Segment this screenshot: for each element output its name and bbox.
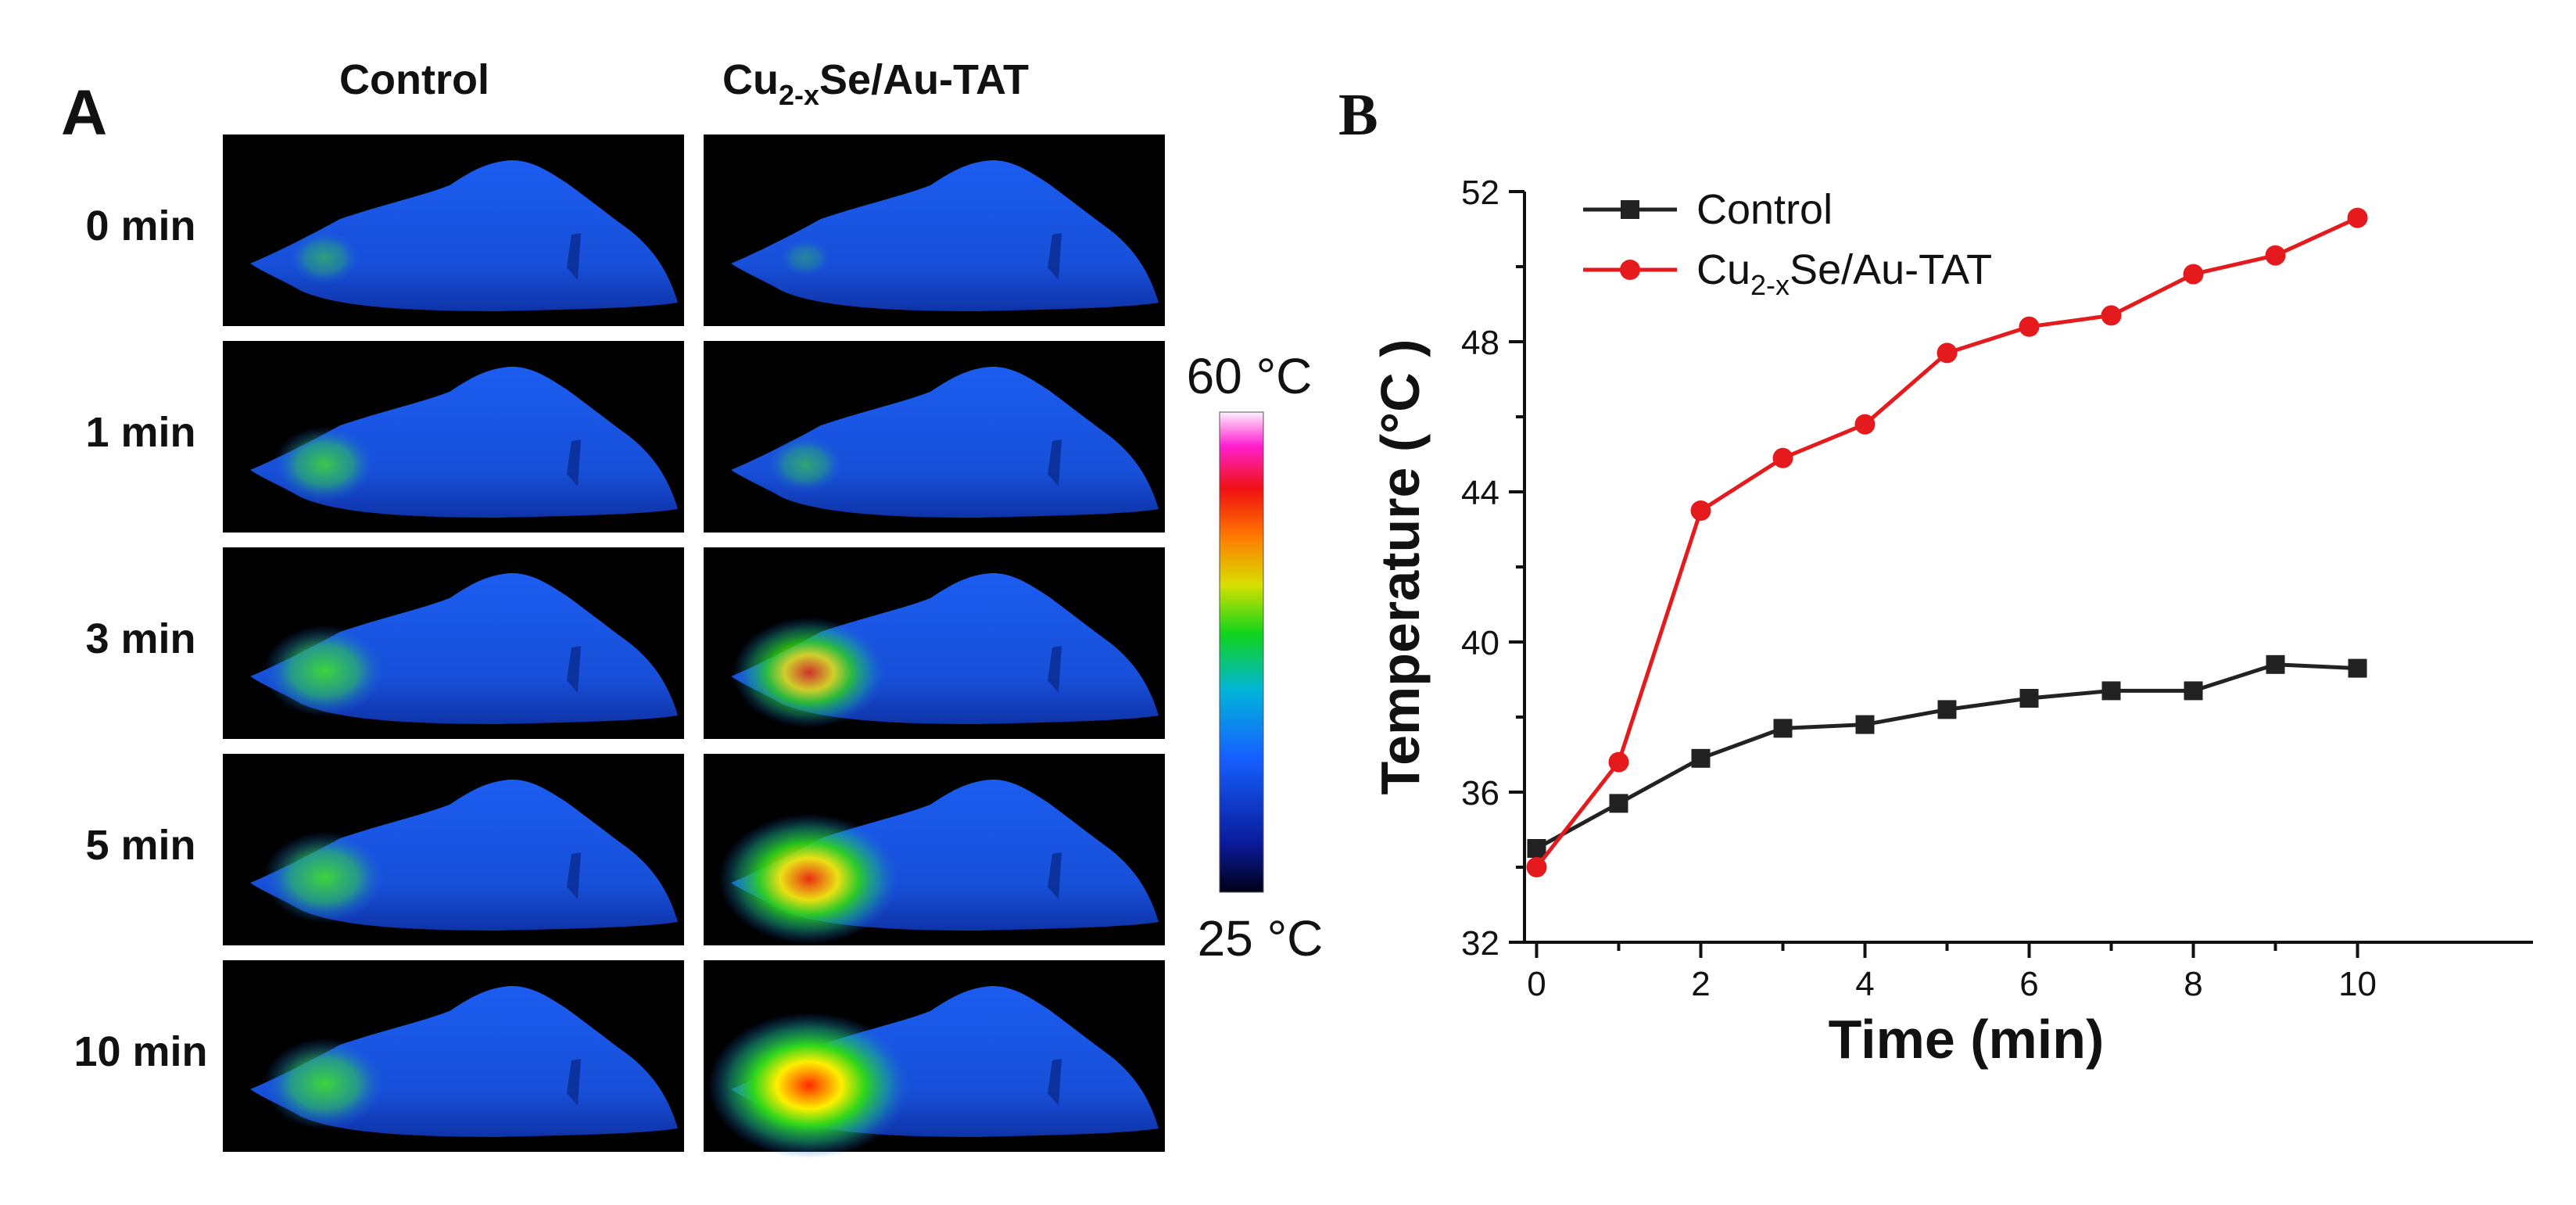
- data-point: [1609, 794, 1628, 813]
- data-point: [2265, 245, 2286, 266]
- x-tick-label: 2: [1691, 965, 1710, 1003]
- colorbar-max-label: 60 °C: [1187, 348, 1313, 404]
- hot-spot: [718, 813, 900, 945]
- x-tick-label: 4: [1855, 965, 1874, 1003]
- data-point: [1854, 414, 1876, 435]
- mouse-silhouette: [250, 160, 678, 311]
- y-tick-label: 44: [1461, 474, 1499, 512]
- legend-label: Cu2-xSe/Au-TAT: [1696, 246, 1992, 301]
- y-tick-label: 52: [1461, 174, 1499, 212]
- y-tick-label: 36: [1461, 774, 1499, 812]
- legend-label: Control: [1696, 186, 1833, 233]
- data-point: [2101, 305, 2122, 326]
- thermal-image: [704, 754, 1165, 945]
- mouse-silhouette: [731, 366, 1159, 518]
- column-header-control: Control: [339, 56, 489, 103]
- x-axis-label: Time (min): [1829, 1009, 2105, 1070]
- row-label: 10 min: [73, 1028, 207, 1075]
- temperature-chart: 0 2 4 6 8 10 32 36 40 44 48 52 Time (min) Temperature…: [1370, 174, 2533, 1070]
- row-label: 0 min: [85, 203, 195, 249]
- y-tick-label: 48: [1461, 324, 1499, 362]
- panel-b-label: B: [1338, 82, 1378, 148]
- mouse-ear-shadow: [567, 646, 581, 693]
- mouse-ear-shadow: [567, 852, 581, 899]
- mouse-silhouette: [731, 160, 1159, 311]
- mouse-ear-shadow: [567, 439, 581, 486]
- warm-spot: [779, 238, 832, 278]
- column-header-treated: Cu2-xSe/Au-TAT: [722, 56, 1029, 111]
- data-point: [1937, 700, 1957, 719]
- hot-spot: [708, 1012, 911, 1159]
- thermal-image: [704, 341, 1165, 533]
- row-label: 1 min: [85, 409, 195, 456]
- data-point: [2347, 207, 2368, 228]
- y-axis-label: Temperature (°C ): [1370, 339, 1431, 795]
- warm-spot: [263, 625, 385, 717]
- warm-spot: [263, 831, 385, 923]
- mouse-ear-shadow: [567, 233, 581, 280]
- colorbar-min-label: 25 °C: [1198, 910, 1324, 967]
- data-point: [2184, 681, 2203, 701]
- data-point: [1608, 751, 1629, 773]
- x-tick-label: 8: [2184, 965, 2202, 1003]
- mouse-ear-shadow: [1048, 852, 1062, 899]
- warm-spot: [288, 231, 360, 285]
- column-header-treated-tail: Se/Au-TAT: [819, 56, 1029, 103]
- warm-spot: [273, 426, 376, 503]
- data-point: [1691, 748, 1711, 768]
- data-point: [1773, 719, 1793, 738]
- row-labels: 0 min 1 min 3 min 5 min 10 min: [73, 203, 207, 1075]
- legend-marker: [1620, 260, 1640, 280]
- x-tick-label: 0: [1527, 965, 1546, 1003]
- series-line-control: [1535, 662, 2358, 851]
- data-point: [2019, 689, 2039, 708]
- data-point: [2183, 264, 2204, 285]
- thermal-image-grid: [223, 134, 1165, 1159]
- row-label: 3 min: [85, 615, 195, 662]
- x-tick-label: 10: [2338, 965, 2377, 1003]
- data-point: [1690, 500, 1711, 521]
- mouse-ear-shadow: [1048, 1059, 1062, 1106]
- data-point: [2348, 658, 2367, 678]
- data-point: [1936, 342, 1958, 364]
- thermal-image: [223, 134, 684, 326]
- series-line-treated: [1535, 216, 2359, 869]
- thermal-image: [704, 547, 1165, 739]
- panel-a-label: A: [61, 77, 107, 149]
- data-point: [2019, 316, 2040, 337]
- data-point: [1527, 839, 1546, 858]
- y-tick-label: 32: [1461, 924, 1499, 963]
- column-header-treated-main: Cu: [722, 56, 779, 103]
- legend-marker: [1621, 200, 1639, 219]
- colorbar: [1219, 411, 1264, 893]
- data-point: [1526, 857, 1547, 877]
- data-point: [1772, 447, 1793, 468]
- mouse-ear-shadow: [1048, 233, 1062, 280]
- data-point: [2266, 655, 2285, 674]
- thermal-image: [223, 960, 684, 1152]
- mouse-ear-shadow: [567, 1059, 581, 1106]
- column-header-treated-sub: 2-x: [779, 79, 819, 111]
- row-label: 5 min: [85, 822, 195, 869]
- warm-spot: [766, 436, 844, 493]
- thermal-image: [223, 547, 684, 739]
- thermal-image: [704, 960, 1165, 1159]
- y-tick-label: 40: [1461, 624, 1499, 662]
- mouse-ear-shadow: [1048, 646, 1062, 693]
- hot-spot: [732, 617, 887, 728]
- data-point: [1855, 715, 1875, 734]
- x-tick-label: 6: [2019, 965, 2038, 1003]
- mouse-ear-shadow: [1048, 439, 1062, 486]
- thermal-image: [704, 134, 1165, 326]
- thermal-image: [223, 341, 684, 533]
- warm-spot: [263, 1038, 385, 1130]
- data-point: [2101, 681, 2121, 701]
- thermal-image: [223, 754, 684, 945]
